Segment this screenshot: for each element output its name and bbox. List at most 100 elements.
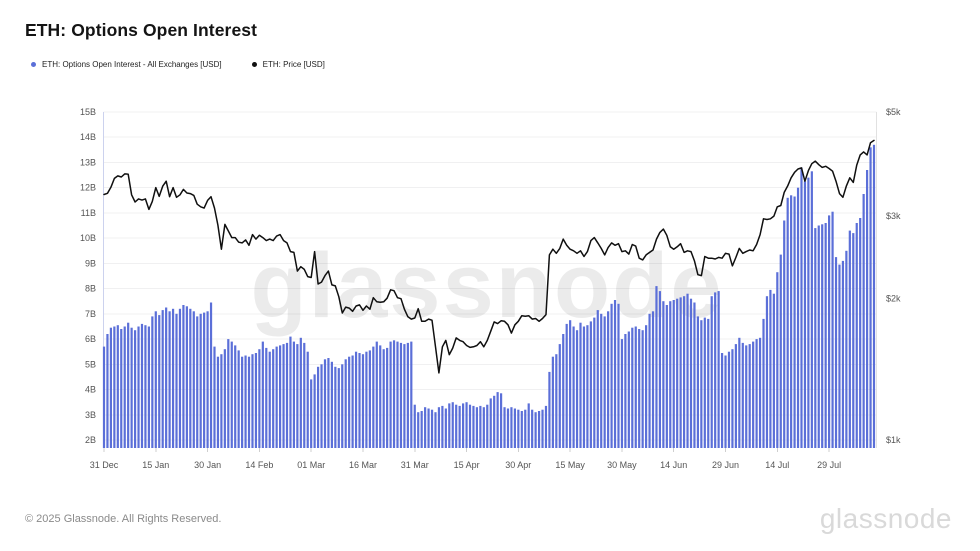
oi-bar	[731, 349, 734, 448]
svg-text:2B: 2B	[85, 435, 96, 445]
oi-bar	[489, 398, 492, 448]
oi-bar	[189, 308, 192, 448]
oi-bar	[348, 356, 351, 448]
oi-bar	[451, 402, 454, 448]
oi-bar	[375, 341, 378, 448]
oi-bar	[790, 195, 793, 448]
oi-bar	[703, 317, 706, 448]
oi-bar	[206, 311, 209, 448]
oi-bar	[734, 344, 737, 448]
oi-bar	[783, 220, 786, 448]
oi-price-chart[interactable]: glassnode 15B 14B 13B 12B 11B 10B 9B 8B 7B 6B 5B 4B 3…	[0, 0, 980, 495]
oi-bar	[306, 351, 309, 448]
oi-bar	[392, 340, 396, 448]
legend-item-open-interest[interactable]: ETH: Options Open Interest - All Exchang…	[31, 60, 222, 69]
price-legend-label: ETH: Price [USD]	[262, 60, 325, 69]
page-title: ETH: Options Open Interest	[25, 20, 258, 40]
oi-bar	[631, 327, 634, 448]
oi-bar	[676, 298, 679, 448]
oi-bar	[368, 350, 371, 448]
oi-bar	[569, 320, 572, 448]
oi-bar	[420, 411, 423, 448]
oi-bar	[448, 403, 451, 448]
oi-bar	[285, 342, 289, 448]
oi-bar	[662, 301, 665, 448]
oi-bar	[821, 224, 824, 448]
oi-bar	[689, 298, 693, 448]
oi-bar	[765, 296, 769, 448]
oi-bar	[869, 147, 872, 449]
oi-bar	[458, 405, 461, 448]
oi-bar	[223, 349, 226, 448]
svg-text:15B: 15B	[80, 107, 96, 117]
oi-bar	[862, 194, 865, 448]
oi-bar	[831, 211, 834, 448]
oi-bar	[817, 225, 820, 448]
oi-bar	[410, 341, 413, 448]
svg-text:15 Jan: 15 Jan	[142, 460, 169, 470]
right-axis-labels: $5k $3k $2k $1k	[886, 107, 901, 445]
oi-bar	[185, 306, 188, 448]
oi-bar	[102, 346, 106, 448]
oi-bar	[544, 405, 548, 448]
oi-bar	[524, 409, 527, 448]
oi-bar	[379, 345, 382, 448]
oi-bar	[258, 349, 261, 448]
copyright-text: © 2025 Glassnode. All Rights Reserved.	[25, 513, 222, 525]
oi-bar	[586, 325, 589, 448]
oi-bar	[178, 308, 182, 448]
oi-bar	[828, 215, 831, 448]
oi-bar	[710, 296, 713, 448]
oi-bar	[275, 346, 278, 448]
oi-bar	[213, 346, 216, 448]
legend-item-price[interactable]: ETH: Price [USD]	[251, 60, 325, 69]
oi-bar	[575, 330, 579, 448]
oi-bar	[365, 351, 368, 448]
oi-bar	[758, 337, 762, 448]
svg-text:3B: 3B	[85, 410, 96, 420]
oi-bar	[600, 313, 603, 448]
oi-bar	[714, 292, 717, 448]
oi-bar	[617, 303, 620, 448]
oi-bar	[296, 344, 299, 448]
oi-bar	[289, 336, 292, 448]
oi-bar	[299, 337, 302, 448]
oi-bar	[209, 302, 213, 448]
oi-bar	[303, 342, 306, 448]
oi-bar	[493, 395, 496, 448]
oi-bar	[406, 342, 409, 448]
oi-bar	[641, 330, 644, 448]
oi-bar	[437, 407, 441, 448]
oi-bars[interactable]	[102, 144, 876, 449]
oi-bar	[382, 349, 385, 448]
oi-bar	[841, 260, 845, 448]
oi-bar	[845, 250, 848, 448]
svg-text:11B: 11B	[81, 208, 96, 218]
oi-bar	[720, 353, 724, 448]
oi-bar	[582, 326, 586, 448]
oi-bar	[171, 308, 175, 448]
oi-bar	[358, 353, 361, 448]
oi-bar	[579, 322, 582, 448]
oi-bar	[444, 408, 447, 448]
oi-bar	[810, 171, 813, 449]
oi-bar	[672, 300, 675, 448]
oi-bar	[482, 407, 485, 448]
price-line[interactable]	[103, 139, 875, 374]
oi-bar	[534, 412, 537, 448]
oi-bar	[427, 408, 430, 448]
oi-bar	[344, 359, 347, 448]
oi-bar	[562, 334, 565, 448]
oi-bar	[537, 411, 541, 448]
oi-bar	[852, 233, 855, 448]
oi-bar	[361, 354, 365, 448]
chart-canvas[interactable]: glassnode 15B 14B 13B 12B 11B 10B 9B 8B 7B 6B 5B 4B 3…	[0, 0, 980, 495]
oi-bar	[279, 345, 282, 448]
oi-bar	[106, 334, 109, 448]
oi-bar	[762, 318, 765, 448]
oi-bar	[354, 351, 358, 448]
oi-bar	[727, 351, 731, 448]
svg-text:9B: 9B	[85, 258, 96, 268]
oi-bar	[607, 311, 610, 448]
oi-bar	[247, 356, 251, 448]
